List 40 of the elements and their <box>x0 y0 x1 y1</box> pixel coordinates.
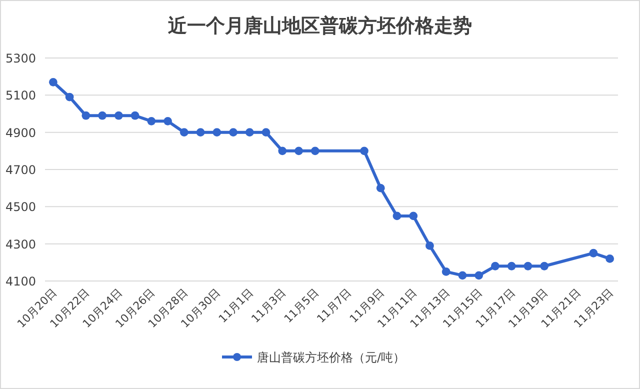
point <box>426 241 434 250</box>
point <box>540 262 549 270</box>
point <box>180 128 188 137</box>
point <box>507 262 516 270</box>
point <box>606 254 614 263</box>
point <box>376 184 385 192</box>
point <box>196 128 205 137</box>
y-tick-label: 4500 <box>5 200 36 214</box>
point <box>48 78 58 86</box>
point <box>114 111 123 120</box>
y-tick-label: 5300 <box>5 52 36 66</box>
point <box>98 111 106 120</box>
point <box>245 128 254 137</box>
point <box>474 271 484 280</box>
point <box>82 111 90 120</box>
point <box>229 128 238 137</box>
point <box>491 262 500 270</box>
legend-label: 唐山普碳方坯价格（元/吨） <box>257 350 406 364</box>
point <box>147 116 156 126</box>
point <box>458 271 467 280</box>
point <box>524 262 532 270</box>
point <box>589 248 598 258</box>
y-tick-label: 4100 <box>5 274 36 288</box>
point <box>442 268 450 276</box>
point <box>294 146 303 156</box>
point <box>278 146 287 156</box>
point <box>409 212 418 220</box>
y-tick-label: 4900 <box>5 126 36 140</box>
y-tick-label: 4700 <box>5 163 36 177</box>
point <box>392 212 402 220</box>
point <box>360 146 368 156</box>
point <box>130 111 140 120</box>
point <box>262 128 270 137</box>
chart-title: 近一个月唐山地区普碳方坯价格走势 <box>167 15 472 37</box>
point <box>310 146 320 156</box>
y-tick-label: 5100 <box>5 88 36 103</box>
y-tick-label: 4300 <box>5 237 36 252</box>
point <box>164 116 172 126</box>
point <box>212 128 222 137</box>
point <box>65 92 74 102</box>
